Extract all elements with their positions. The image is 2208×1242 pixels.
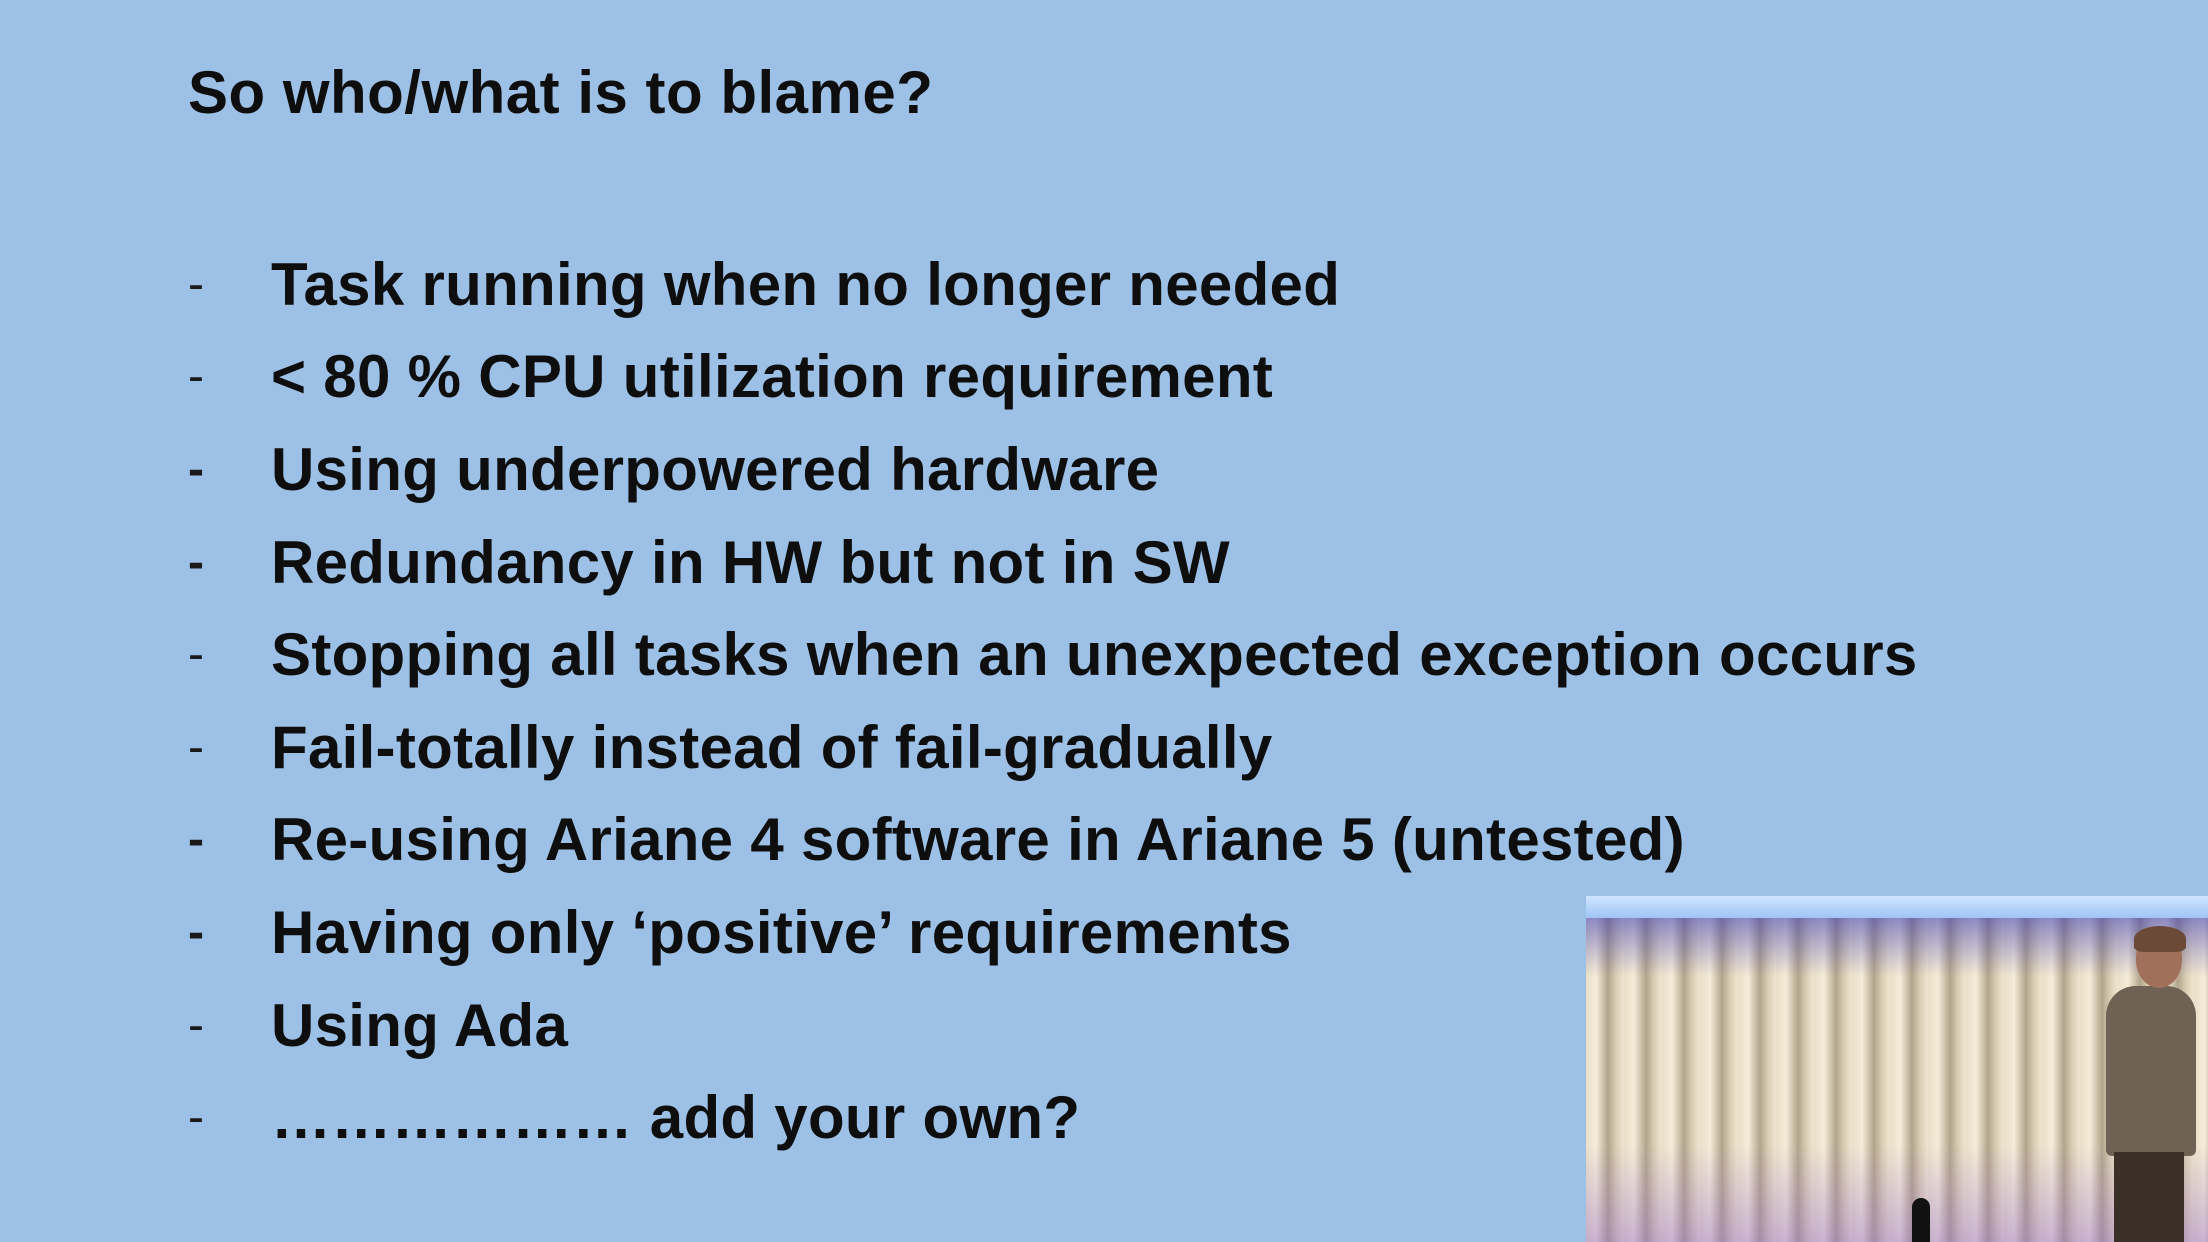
bullet-dash: - (188, 442, 204, 496)
bullet-dash: - (188, 905, 204, 959)
list-item: - Stopping all tasks when an unexpected … (188, 608, 1918, 701)
list-item: - Using Ada (188, 979, 1918, 1072)
speaker-video-inset (1586, 896, 2208, 1242)
list-item: - < 80 % CPU utilization requirement (188, 331, 1918, 424)
list-item: - Re-using Ariane 4 software in Ariane 5… (188, 794, 1918, 887)
bullet-text: < 80 % CPU utilization requirement (271, 343, 1274, 411)
bullet-dash: - (188, 813, 204, 867)
list-item: - Fail-totally instead of fail-gradually (188, 701, 1918, 794)
bullet-dash: - (188, 1091, 204, 1145)
speaker-hair (2134, 926, 2186, 952)
bullet-dash: - (188, 628, 204, 682)
bullet-dash: - (188, 535, 204, 589)
speaker-legs (2114, 1152, 2184, 1242)
list-item: - Redundancy in HW but not in SW (188, 516, 1918, 609)
bullet-text: Using Ada (271, 991, 569, 1059)
stage-curtain (1586, 918, 2208, 1242)
bullet-text: Re-using Ariane 4 software in Ariane 5 (… (271, 806, 1685, 874)
bullet-dash: - (188, 720, 204, 774)
list-item: - Task running when no longer needed (188, 238, 1918, 331)
list-item: - ……………… add your own? (188, 1071, 1918, 1164)
slide-title: So who/what is to blame? (188, 59, 934, 126)
bullet-text: Having only ‘positive’ requirements (271, 898, 1292, 966)
bullet-text: Redundancy in HW but not in SW (271, 528, 1230, 596)
bullet-text: Fail-totally instead of fail-gradually (271, 713, 1273, 781)
bullet-dash: - (188, 350, 204, 404)
bullet-list: - Task running when no longer needed - <… (188, 238, 1918, 1164)
list-item: - Having only ‘positive’ requirements (188, 886, 1918, 979)
microphone (1912, 1198, 1930, 1242)
bullet-text: Stopping all tasks when an unexpected ex… (271, 621, 1918, 689)
list-item: - Using underpowered hardware (188, 423, 1918, 516)
bullet-text: Task running when no longer needed (271, 250, 1341, 318)
bullet-text: Using underpowered hardware (271, 435, 1160, 503)
bullet-dash: - (188, 257, 204, 311)
speaker-body (2106, 986, 2196, 1156)
bullet-dash: - (188, 998, 204, 1052)
bullet-text: ……………… add your own? (271, 1084, 1081, 1152)
